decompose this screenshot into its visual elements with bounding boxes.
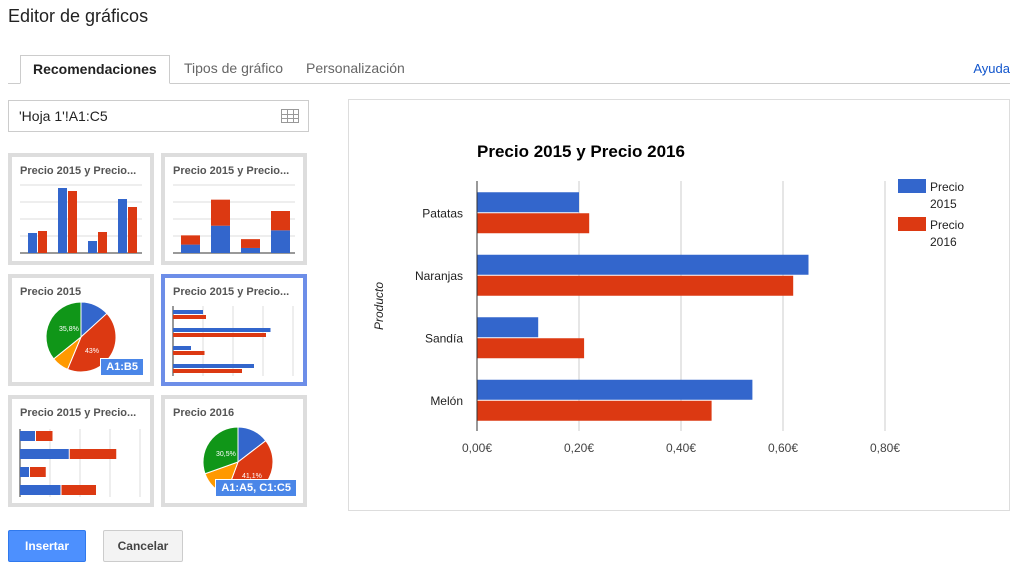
bar <box>69 449 117 459</box>
bar <box>20 449 69 459</box>
bar <box>36 431 53 441</box>
thumbnail-chart <box>173 184 295 254</box>
pie-label: 35,8% <box>59 326 79 333</box>
grid-icon[interactable] <box>281 109 299 123</box>
bar <box>173 310 203 314</box>
thumbnail-chart <box>172 306 294 376</box>
thumbnail-title: Precio 2015 y Precio... <box>173 286 290 298</box>
bar <box>211 199 230 226</box>
bar <box>88 241 97 253</box>
pie-label: 30,5% <box>216 451 236 458</box>
thumbnail-title: Precio 2015 y Precio... <box>20 407 137 419</box>
bar-Precio-2016-Sandía <box>477 338 585 359</box>
x-tick-label: 0,80€ <box>870 441 900 455</box>
bar-Precio-2015-Naranjas <box>477 254 809 275</box>
bar-Precio-2015-Sandía <box>477 317 539 338</box>
bar <box>173 364 254 368</box>
bar <box>181 235 200 245</box>
thumbnail-chart <box>20 184 142 254</box>
range-badge: A1:B5 <box>100 358 144 376</box>
bar <box>173 351 205 355</box>
bar <box>20 467 29 477</box>
bar <box>20 431 35 441</box>
dialog-title: Editor de gráficos <box>8 6 149 26</box>
thumbnail-bar[interactable]: Precio 2015 y Precio... <box>161 274 307 386</box>
y-tick-label: Naranjas <box>415 269 463 283</box>
y-tick-label: Patatas <box>422 206 463 220</box>
data-range-value: 'Hoja 1'!A1:C5 <box>19 108 108 124</box>
chart-preview: Precio 2015 y Precio 2016 0,00€ 0,20€ 0,40€… <box>348 99 1010 511</box>
bar <box>173 333 266 337</box>
bar-Precio-2015-Patatas <box>477 192 579 213</box>
chart-title: Precio 2015 y Precio 2016 <box>477 142 685 161</box>
pie-slice-Melón <box>202 426 239 475</box>
bar <box>241 247 260 253</box>
legend-label: Precio <box>930 218 964 232</box>
bar <box>68 191 77 253</box>
x-tick-label: 0,00€ <box>462 441 492 455</box>
y-tick-label: Sandía <box>425 331 463 345</box>
bar <box>30 467 46 477</box>
bar <box>58 188 67 253</box>
pie-label: 43% <box>85 348 99 355</box>
pie-label: 41,1% <box>242 473 262 480</box>
bar-chart: Precio 2015 y Precio 2016 0,00€ 0,20€ 0,40€… <box>372 142 964 455</box>
bar-Precio-2016-Patatas <box>477 213 590 234</box>
thumbnail-pie[interactable]: 35,8% 43% Precio 2015 A1:B5 <box>8 274 154 386</box>
bar <box>181 244 200 253</box>
thumbnail-title: Precio 2015 <box>20 286 82 298</box>
bar <box>173 346 191 350</box>
bar <box>38 231 47 253</box>
bar <box>271 211 290 231</box>
thumbnail-title: Precio 2015 y Precio... <box>20 165 137 177</box>
tab-chart-types[interactable]: Tipos de gráfico <box>184 60 284 76</box>
thumbnail-title: Precio 2015 y Precio... <box>173 165 290 177</box>
thumbnail-chart <box>19 429 141 497</box>
thumbnail-title: Precio 2016 <box>173 407 235 419</box>
bar <box>28 233 37 253</box>
bar <box>211 225 230 253</box>
y-tick-label: Melón <box>430 394 463 408</box>
thumbnail-stacked-column[interactable]: Precio 2015 y Precio... <box>161 153 307 265</box>
y-axis-title: Producto <box>372 282 386 330</box>
x-tick-label: 0,20€ <box>564 441 594 455</box>
bar <box>271 230 290 253</box>
bar <box>128 207 137 253</box>
thumbnail-chart: 35,8% 43% <box>45 301 117 373</box>
bar <box>118 199 127 253</box>
bar <box>241 239 260 248</box>
legend-label: Precio <box>930 180 964 194</box>
tab-bar: Recomendaciones Tipos de gráfico Persona… <box>8 55 1010 84</box>
thumbnail-stacked-bar[interactable]: Precio 2015 y Precio... <box>8 395 154 507</box>
legend-swatch <box>898 217 926 231</box>
help-link[interactable]: Ayuda <box>973 61 1010 76</box>
pie-slice-Melón <box>45 301 82 360</box>
insert-button[interactable]: Insertar <box>8 530 86 562</box>
tab-customization[interactable]: Personalización <box>306 60 405 76</box>
x-tick-label: 0,60€ <box>768 441 798 455</box>
bar-Precio-2015-Melón <box>477 379 753 400</box>
bar <box>173 315 206 319</box>
legend-label: 2016 <box>930 235 957 249</box>
bar <box>61 485 96 495</box>
x-tick-label: 0,40€ <box>666 441 696 455</box>
tab-recommendations[interactable]: Recomendaciones <box>20 55 170 84</box>
bar-Precio-2016-Naranjas <box>477 275 794 296</box>
bar-Precio-2016-Melón <box>477 400 712 421</box>
pie-slice-Naranjas <box>66 312 117 373</box>
bar <box>98 232 107 253</box>
range-badge: A1:A5, C1:C5 <box>215 479 297 497</box>
thumbnail-pie[interactable]: 30,5% 41,1% Precio 2016 A1:A5, C1:C5 <box>161 395 307 507</box>
bar <box>173 328 271 332</box>
bar <box>20 485 61 495</box>
legend-label: 2015 <box>930 197 957 211</box>
thumbnail-column[interactable]: Precio 2015 y Precio... <box>8 153 154 265</box>
legend-swatch <box>898 179 926 193</box>
cancel-button[interactable]: Cancelar <box>103 530 183 562</box>
bar <box>173 369 242 373</box>
data-range-input[interactable]: 'Hoja 1'!A1:C5 <box>8 100 309 132</box>
